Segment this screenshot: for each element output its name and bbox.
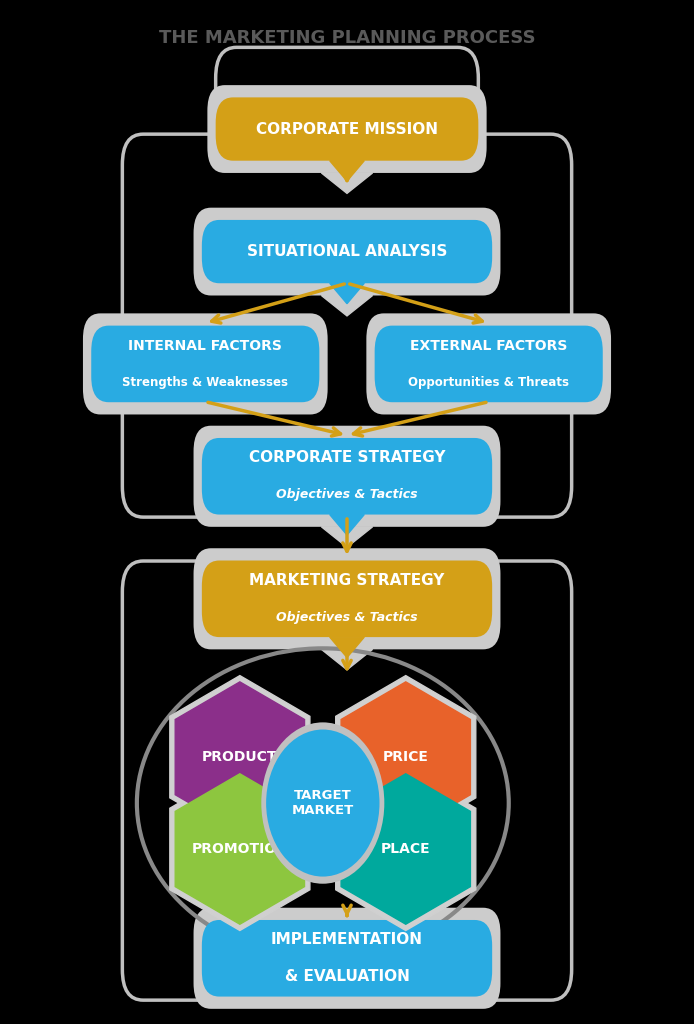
- FancyBboxPatch shape: [194, 426, 500, 526]
- Polygon shape: [170, 768, 310, 931]
- Text: Objectives & Tactics: Objectives & Tactics: [276, 488, 418, 501]
- FancyBboxPatch shape: [91, 326, 319, 402]
- Text: MARKETING STRATEGY: MARKETING STRATEGY: [249, 572, 445, 588]
- Polygon shape: [336, 676, 476, 839]
- Text: SITUATIONAL ANALYSIS: SITUATIONAL ANALYSIS: [247, 244, 447, 259]
- FancyBboxPatch shape: [202, 920, 492, 996]
- Text: Strengths & Weaknesses: Strengths & Weaknesses: [122, 376, 288, 389]
- Text: IMPLEMENTATION: IMPLEMENTATION: [271, 933, 423, 947]
- FancyBboxPatch shape: [202, 560, 492, 637]
- Polygon shape: [170, 676, 310, 839]
- Text: PLACE: PLACE: [381, 842, 430, 856]
- Polygon shape: [336, 768, 476, 931]
- FancyBboxPatch shape: [375, 326, 603, 402]
- Text: Objectives & Tactics: Objectives & Tactics: [276, 610, 418, 624]
- Ellipse shape: [261, 722, 384, 884]
- Polygon shape: [175, 682, 305, 833]
- Polygon shape: [341, 682, 471, 833]
- Polygon shape: [175, 774, 305, 925]
- Text: CORPORATE STRATEGY: CORPORATE STRATEGY: [248, 451, 446, 465]
- FancyBboxPatch shape: [202, 220, 492, 284]
- Text: CORPORATE MISSION: CORPORATE MISSION: [256, 122, 438, 136]
- Polygon shape: [321, 296, 373, 316]
- Polygon shape: [330, 637, 364, 657]
- Polygon shape: [330, 514, 364, 535]
- Text: PRICE: PRICE: [383, 751, 429, 764]
- Ellipse shape: [266, 729, 380, 877]
- Text: & EVALUATION: & EVALUATION: [285, 969, 409, 984]
- FancyBboxPatch shape: [83, 313, 328, 415]
- Polygon shape: [341, 774, 471, 925]
- Text: INTERNAL FACTORS: INTERNAL FACTORS: [128, 339, 282, 352]
- FancyBboxPatch shape: [366, 313, 611, 415]
- Text: THE MARKETING PLANNING PROCESS: THE MARKETING PLANNING PROCESS: [159, 29, 535, 47]
- Polygon shape: [321, 649, 373, 670]
- FancyBboxPatch shape: [194, 208, 500, 296]
- Text: Opportunities & Threats: Opportunities & Threats: [408, 376, 569, 389]
- FancyBboxPatch shape: [194, 907, 500, 1009]
- Text: PROMOTION: PROMOTION: [192, 842, 288, 856]
- FancyBboxPatch shape: [208, 85, 486, 173]
- Polygon shape: [330, 161, 364, 181]
- FancyBboxPatch shape: [202, 438, 492, 514]
- Polygon shape: [330, 284, 364, 304]
- Text: PRODUCT: PRODUCT: [202, 751, 278, 764]
- Text: EXTERNAL FACTORS: EXTERNAL FACTORS: [410, 339, 568, 352]
- FancyBboxPatch shape: [216, 97, 478, 161]
- FancyBboxPatch shape: [194, 548, 500, 649]
- Text: TARGET
MARKET: TARGET MARKET: [291, 790, 354, 817]
- Polygon shape: [321, 526, 373, 547]
- Polygon shape: [321, 173, 373, 194]
